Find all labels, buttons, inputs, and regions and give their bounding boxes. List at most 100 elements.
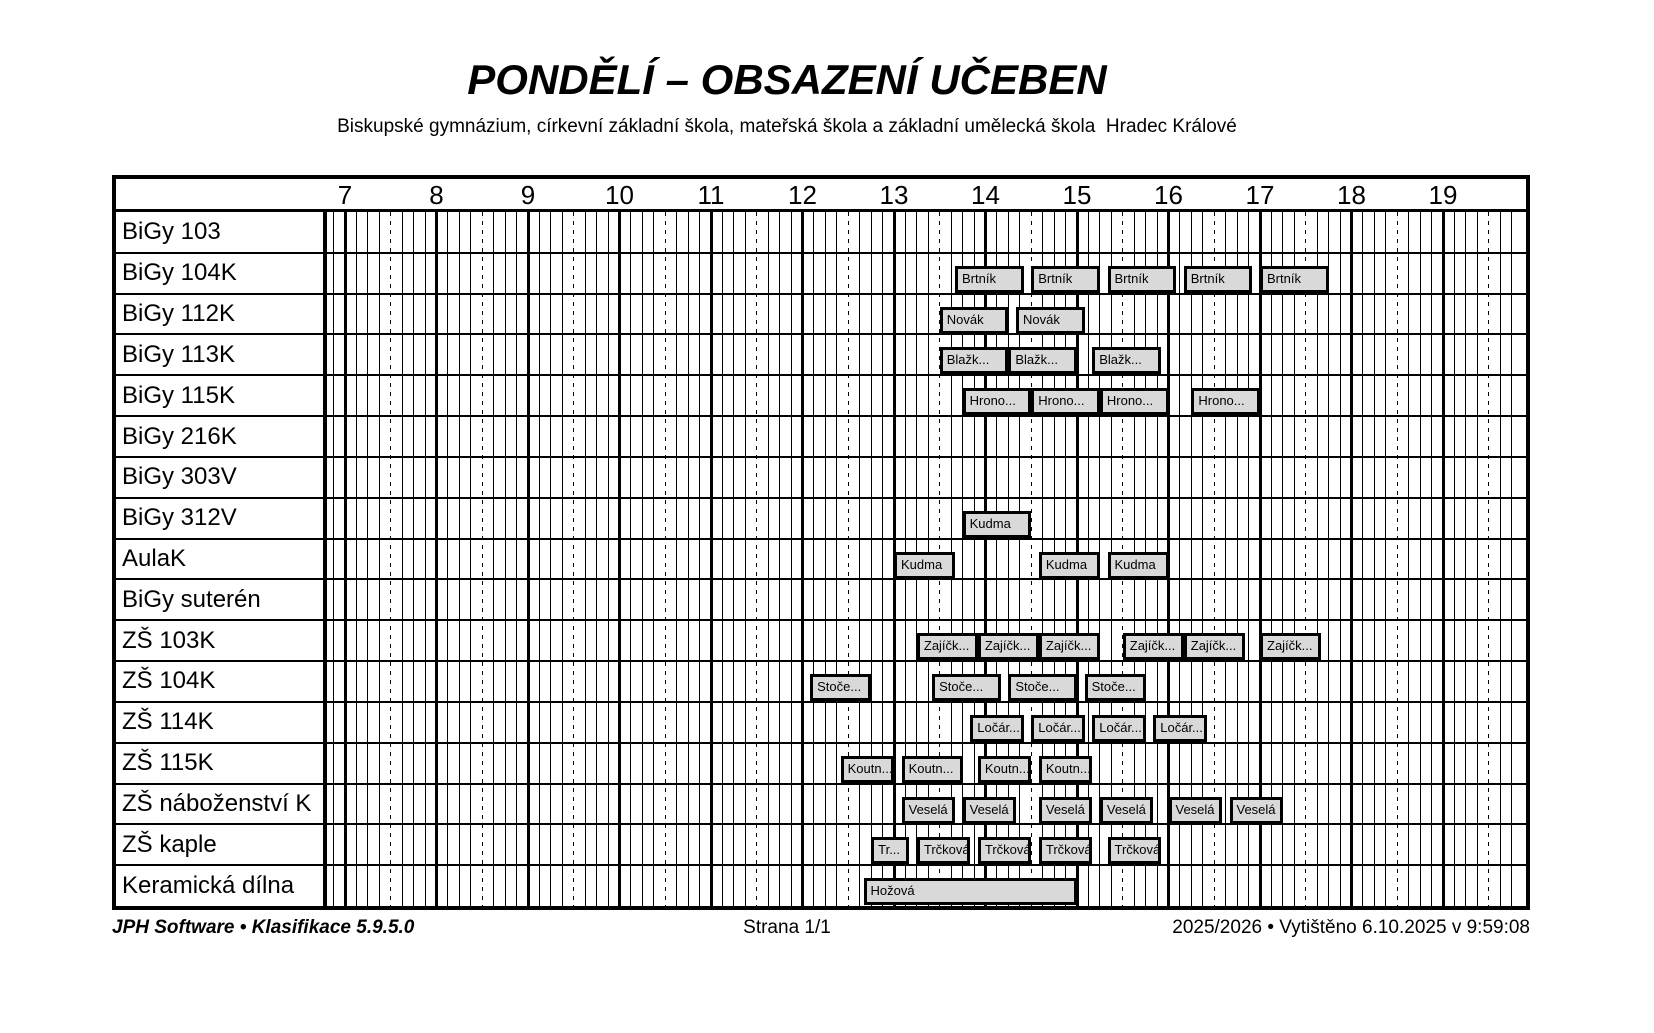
lesson-block: Trčková — [977, 837, 1032, 865]
lesson-block-label: Hožová — [870, 883, 915, 899]
schedule-table: 7 8 9 10 11 12 13 14 15 16 17 18 19 BiGy 103 BiGy 104… — [112, 175, 1530, 910]
grid-line-half-hour — [1396, 212, 1398, 906]
grid-line-minor — [641, 212, 643, 906]
grid-line-minor — [1431, 212, 1433, 906]
hour-label: 10 — [605, 180, 634, 210]
lesson-block: Zajíčk... — [1122, 633, 1184, 661]
lesson-block: Koutn... — [840, 755, 894, 783]
room-label: BiGy 103 — [122, 218, 221, 246]
schedule-body: BiGy 103 BiGy 104K Brtník Brtník Brtník Brtní… — [116, 212, 1526, 906]
lesson-block-label: Zajíčk... — [1045, 638, 1092, 654]
row-separator — [116, 782, 1526, 785]
grid-line-minor — [378, 212, 380, 906]
lesson-block: Brtník — [1183, 265, 1253, 293]
room-label: ZŠ 115K — [122, 749, 214, 777]
grid-line-minor — [458, 212, 460, 906]
lesson-block-label: Novák — [1023, 311, 1060, 327]
lesson-block: Brtník — [1260, 265, 1329, 293]
lesson-block: Novák — [939, 306, 1009, 334]
room-label: ZŠ kaple — [122, 830, 217, 858]
grid-line-hour — [526, 212, 530, 906]
grid-line-minor — [1293, 212, 1295, 906]
lesson-block-label: Brtník — [1267, 270, 1301, 286]
lesson-block: Veselá — [901, 796, 955, 824]
hour-label: 17 — [1245, 180, 1275, 210]
lesson-block-label: Koutn... — [908, 760, 954, 776]
page-footer: JPH Software • Klasifikace 5.9.5.0 Stran… — [0, 917, 1654, 943]
row-separator — [116, 741, 1526, 744]
hour-label: 11 — [697, 180, 725, 210]
grid-line-minor — [561, 212, 563, 906]
page-title: PONDĚLÍ – OBSAZENÍ UČEBEN — [467, 56, 1107, 103]
lesson-block-label: Veselá — [1106, 801, 1146, 817]
room-label: ZŠ 103K — [122, 626, 216, 654]
grid-line-minor — [1373, 212, 1375, 906]
grid-line-minor — [962, 212, 964, 906]
lesson-block-label: Blažk... — [1015, 352, 1058, 368]
row-separator — [116, 415, 1526, 418]
lesson-block-label: Ločár... — [977, 719, 1020, 735]
hour-label: 16 — [1154, 180, 1183, 210]
room-label: ZŠ 114K — [122, 708, 214, 736]
lesson-block-label: Brtník — [1114, 270, 1149, 286]
grid-line-minor — [1007, 212, 1009, 906]
lesson-block: Hrono... — [1191, 388, 1260, 416]
grid-line-minor — [630, 212, 632, 906]
grid-line-minor — [1179, 212, 1181, 906]
grid-line-half-hour — [1213, 212, 1215, 906]
row-separator — [116, 292, 1526, 295]
row-separator — [116, 374, 1526, 377]
grid-line-half-hour — [847, 212, 849, 906]
grid-line-hour — [709, 212, 713, 906]
lesson-block: Kudma — [894, 551, 955, 579]
grid-line-minor — [1408, 212, 1410, 906]
grid-line-minor — [1282, 212, 1284, 906]
grid-line-minor — [721, 212, 723, 906]
lesson-block-label: Hrono... — [969, 393, 1016, 409]
room-label: BiGy 112K — [122, 300, 235, 328]
grid-line-minor — [1419, 212, 1421, 906]
lesson-block-label: Stoče... — [1015, 679, 1060, 695]
room-label: BiGy 115K — [122, 381, 235, 409]
room-label: ZŠ 104K — [122, 667, 216, 695]
lesson-block: Blažk... — [1092, 347, 1161, 375]
lesson-block: Trčková — [916, 837, 971, 865]
grid-line-half-hour — [1488, 212, 1490, 906]
lesson-block-label: Trčková — [923, 842, 970, 858]
grid-line-minor — [790, 212, 792, 906]
row-separator — [116, 578, 1526, 581]
lesson-block: Hrono... — [1031, 388, 1100, 416]
row-separator — [116, 537, 1526, 540]
grid-line-minor — [687, 212, 689, 906]
grid-line-minor — [516, 212, 518, 906]
grid-line-half-hour — [1305, 212, 1307, 906]
row-separator — [116, 619, 1526, 622]
grid-line-hour — [1258, 212, 1262, 906]
lesson-block-label: Hrono... — [1106, 393, 1154, 409]
lesson-block-label: Veselá — [908, 801, 948, 817]
grid-line-minor — [813, 212, 815, 906]
grid-line-minor — [824, 212, 826, 906]
lesson-block: Ločár... — [1153, 714, 1207, 742]
lesson-block: Stoče... — [810, 674, 872, 702]
grid-line-minor — [1328, 212, 1330, 906]
grid-line-minor — [550, 212, 552, 906]
grid-line-hour — [1167, 212, 1170, 906]
grid-line-minor — [836, 212, 838, 906]
grid-line-minor — [1465, 212, 1467, 906]
hour-label: 9 — [520, 180, 536, 210]
lesson-block-label: Brtník — [962, 270, 996, 286]
hour-label: 14 — [971, 180, 1000, 210]
lesson-block-label: Trčková — [984, 842, 1031, 858]
grid-line-minor — [1316, 212, 1318, 906]
grid-line-half-hour — [664, 212, 666, 906]
hour-label: 8 — [429, 180, 444, 210]
grid-line-minor — [1385, 212, 1387, 906]
lesson-block-label: Veselá — [969, 801, 1009, 817]
grid-line-hour — [1441, 212, 1445, 906]
lesson-block-label: Stoče... — [817, 679, 862, 695]
grid-line-minor — [424, 212, 426, 906]
lesson-block: Novák — [1016, 306, 1085, 334]
lesson-block-label: Kudma — [969, 515, 1011, 531]
